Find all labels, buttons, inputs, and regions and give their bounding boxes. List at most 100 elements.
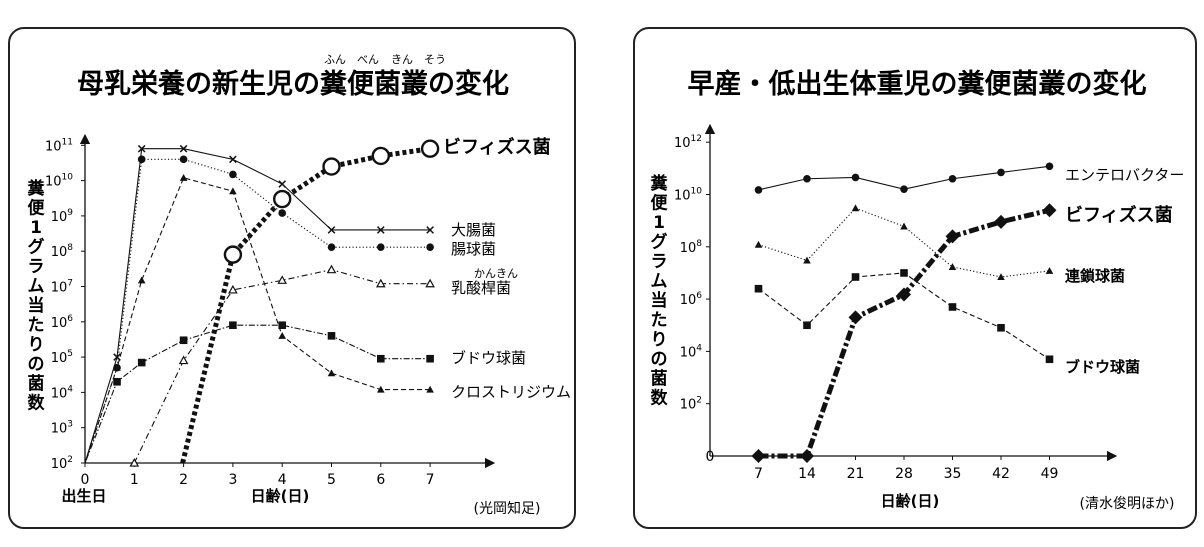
data-point [137,144,146,153]
x-tick-labels: 0 1 2 3 4 5 6 7 [81,463,435,488]
y-tick-label: 106 [51,314,74,331]
series-line [758,272,1050,360]
legend-label: 腸球菌 [451,240,496,258]
legend-label: ブドウ球菌 [1065,358,1140,376]
series-0 [180,139,440,464]
y-tick-label: 102 [680,396,702,413]
legend-label: 乳酸桿菌 [451,279,511,297]
y-axis-label-char: 糞 [650,173,669,194]
x-tick-label: 4 [278,472,287,488]
data-point [179,336,188,345]
y-axis-label-char: 菌 [651,369,668,389]
data-point [426,354,434,363]
y-axis-label-char: 菌 [28,374,45,394]
data-point [900,269,908,277]
y-tick-label: 104 [680,343,703,360]
data-point [851,204,860,212]
data-point [751,449,766,463]
data-point [322,157,341,176]
series-group [751,162,1057,463]
data-point [179,174,188,181]
series-line [84,177,431,464]
y-tick-label: 104 [51,384,74,401]
data-point [223,245,243,264]
data-point [997,168,1005,177]
data-point [754,240,763,248]
legend-label: ビフィズス菌 [443,136,551,158]
y-axis-label-char: り [28,335,45,355]
y-axis-label-char: た [28,316,45,336]
y-tick-label: 1011 [45,137,73,154]
series-3 [129,264,435,467]
y-axis-label-char: 1 [653,213,665,233]
data-point [1045,267,1054,274]
legend-label: 大腸菌 [451,221,496,239]
data-point [900,185,908,193]
y-tick-label: 108 [680,239,703,256]
data-point [371,146,390,166]
y-axis-label-char: の [28,355,45,375]
data-point [997,323,1005,332]
x-tick-label: 3 [228,472,237,488]
x-tick-label: 6 [376,472,385,488]
data-point [376,226,385,234]
data-point [948,174,957,183]
y-tick-label: 107 [51,279,73,296]
title-ruby-text: ふん [324,53,346,66]
data-point [945,229,960,244]
data-point [948,263,957,270]
data-point [997,273,1005,281]
x-tick-label: 14 [798,466,816,482]
series-0 [754,162,1054,194]
data-point [278,209,287,217]
data-point [278,321,286,330]
data-point [273,189,292,209]
x-tick-label: 0 [81,472,90,488]
y-axis-label-char: 1 [30,218,42,238]
data-point [948,303,957,311]
chart-title: 早産・低出生体重児の糞便菌叢の変化 [688,68,1147,100]
series-4 [84,321,434,464]
data-point [426,243,434,251]
data-point [113,377,121,386]
data-point [137,358,146,367]
title-ruby: ふん べん きん そう [324,53,446,66]
data-point [426,226,434,234]
series-1 [751,203,1057,463]
chart-title: 母乳栄養の新生児の糞便菌叢の変化 [77,68,509,100]
data-point [229,187,237,195]
data-point [800,449,814,463]
data-point [754,284,763,293]
y-axis-label-char: グ [651,232,668,253]
series-2 [754,204,1054,281]
data-point [848,310,863,325]
data-point [420,139,440,158]
y-axis-label-char: 便 [651,193,669,214]
legend-label: クロストリジウム [451,383,571,401]
data-point [229,155,237,164]
y-axis-label-char: 便 [28,198,46,219]
y-axis-label-char: グ [28,237,45,258]
y-tick-label: 109 [51,208,74,225]
title-ruby-text: べん [357,53,379,66]
data-point [377,385,385,393]
data-point [129,457,140,467]
series-line [84,148,431,464]
data-point [229,321,237,330]
data-point [327,243,336,251]
x-tick-label: 21 [847,466,865,482]
data-point [1045,355,1054,364]
x-first-label: 出生日 [61,487,106,505]
y-axis-label-char: 数 [28,393,46,414]
y-axis-label-char: ム [651,272,668,292]
y-axis-label-char: ラ [28,257,45,277]
x-tick-label: 1 [130,472,139,488]
y-tick-label: 1012 [674,134,702,151]
y-tick-label: 106 [680,291,703,308]
data-point [375,278,386,288]
